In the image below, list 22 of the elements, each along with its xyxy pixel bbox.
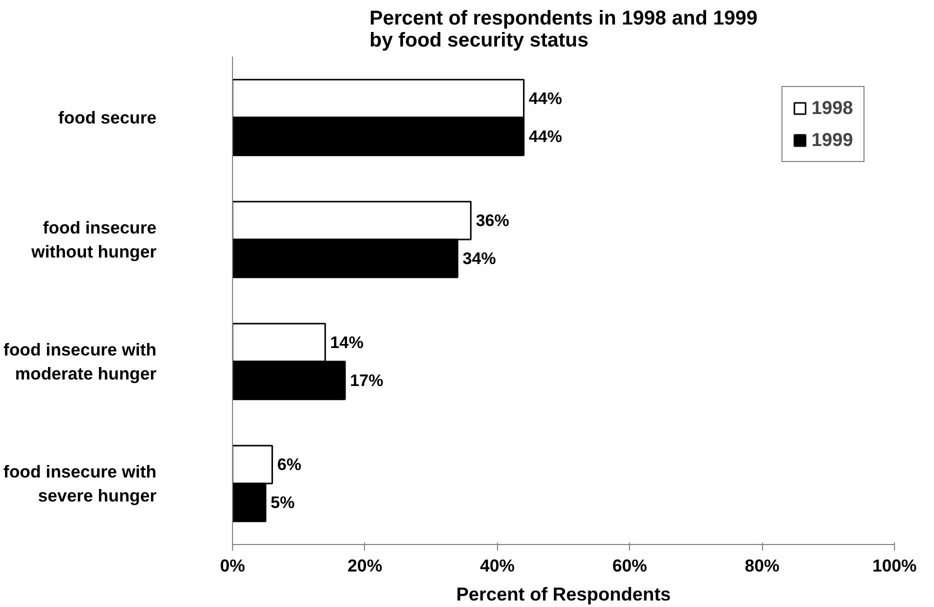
x-tick-label: 40% [480, 556, 515, 576]
data-label: 14% [330, 333, 364, 352]
x-tick-label: 0% [220, 556, 246, 576]
x-tick-label: 60% [612, 556, 648, 576]
legend-label: 1999 [811, 129, 853, 151]
legend-label: 1998 [811, 97, 853, 119]
data-label: 6% [277, 455, 302, 474]
y-tick-label: food secure [58, 108, 157, 128]
data-label: 36% [476, 211, 510, 230]
x-tick-label: 20% [348, 556, 382, 576]
x-tick-label: 80% [744, 556, 780, 576]
y-tick-label: food insecure with severe hunger [3, 462, 157, 506]
data-label: 44% [528, 126, 562, 146]
data-label: 5% [270, 492, 295, 512]
data-label: 44% [528, 89, 562, 108]
data-label: 34% [462, 248, 496, 268]
data-label: 17% [350, 370, 384, 390]
y-tick-label: food insecure with moderate hunger [3, 340, 157, 384]
x-axis-title: Percent of Respondents [456, 584, 671, 604]
chart-title: Percent of respondents in 1998 and 1999 by food security status [370, 8, 758, 52]
y-tick-label: food insecure without hunger [30, 218, 157, 262]
x-tick-label: 100% [872, 556, 917, 576]
